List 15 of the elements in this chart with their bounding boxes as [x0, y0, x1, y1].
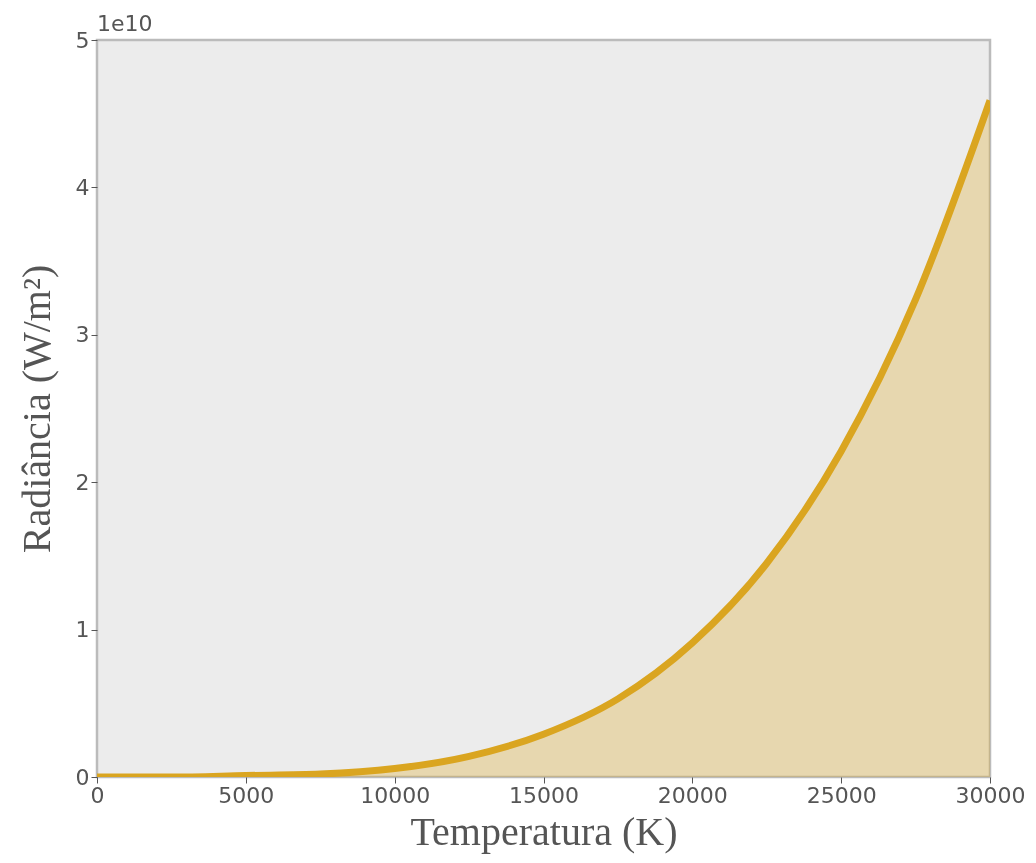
- x-tick-label: 20000: [657, 782, 728, 808]
- y-axis-title: Radiância (W/m²): [13, 264, 59, 554]
- y-tick-label: 5: [75, 27, 90, 53]
- y-tick-label: 3: [75, 322, 90, 348]
- text: 1e10: [97, 11, 153, 36]
- y-tick-label: 2: [75, 469, 90, 495]
- x-axis-title: Temperatura (K): [410, 808, 678, 854]
- x-tick-label: 25000: [806, 782, 877, 808]
- x-tick-label: 10000: [360, 782, 431, 808]
- x-tick-label: 5000: [218, 782, 275, 808]
- x-tick-label: 15000: [509, 782, 579, 808]
- y-tick-label: 1: [75, 617, 90, 643]
- x-tick-label: 30000: [955, 782, 1026, 808]
- y-tick-label: 4: [75, 174, 90, 200]
- y-tick-label: 0: [75, 764, 90, 790]
